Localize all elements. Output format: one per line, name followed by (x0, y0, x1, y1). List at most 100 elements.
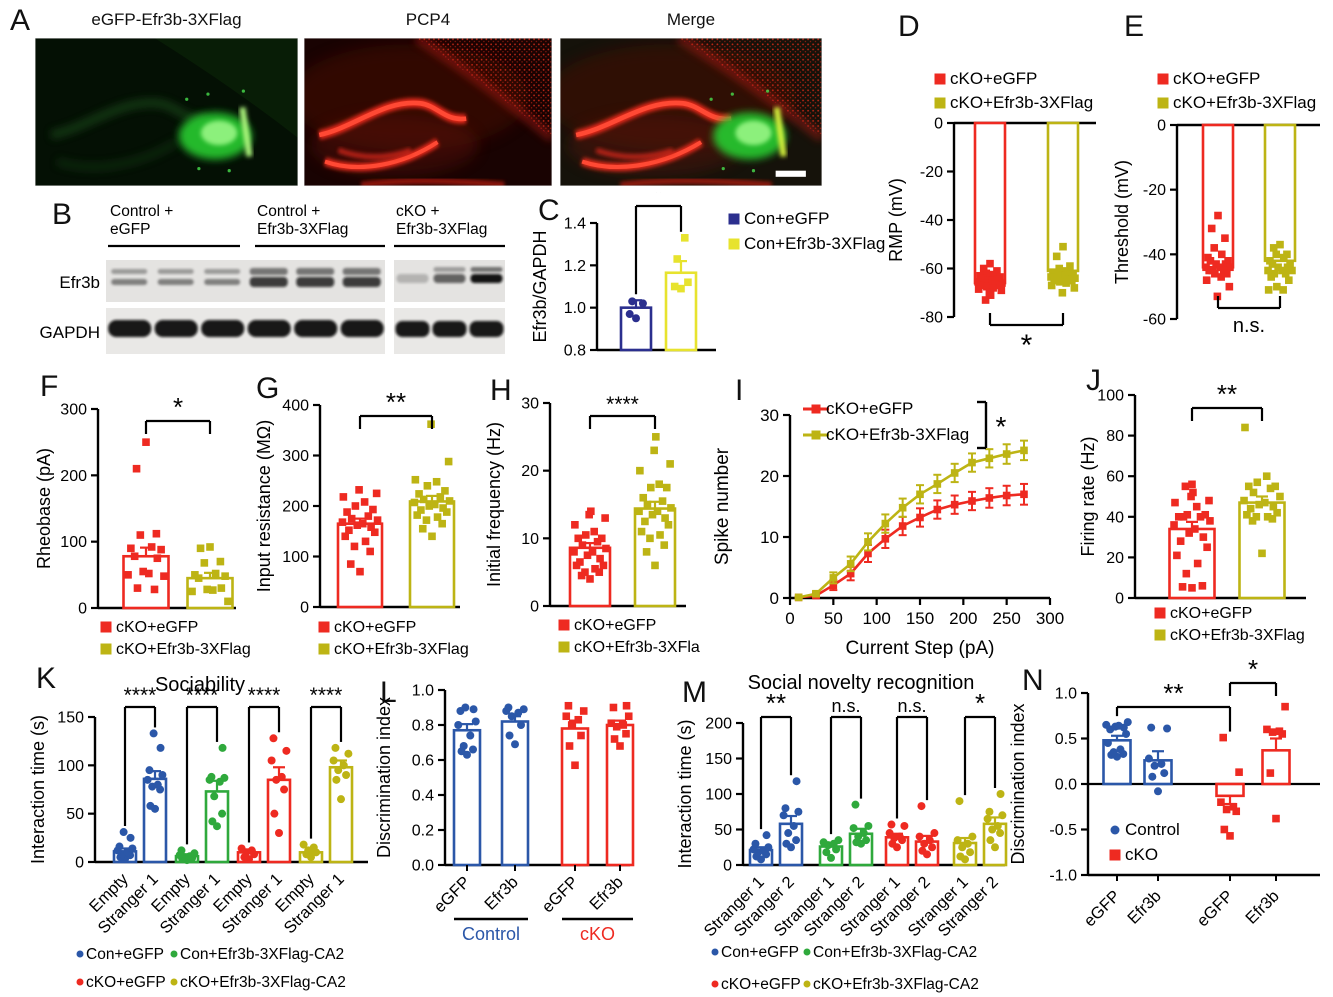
svg-text:150: 150 (906, 609, 934, 628)
svg-text:**: ** (1163, 678, 1183, 708)
svg-text:300: 300 (60, 402, 87, 419)
svg-text:300: 300 (1036, 609, 1064, 628)
svg-text:Control +: Control + (110, 203, 173, 220)
svg-text:200: 200 (282, 499, 309, 516)
svg-text:Control: Control (1125, 820, 1180, 839)
svg-text:-60: -60 (1143, 312, 1166, 329)
svg-text:0: 0 (934, 116, 943, 133)
svg-text:200: 200 (60, 468, 87, 485)
svg-text:100: 100 (862, 609, 890, 628)
svg-text:0: 0 (723, 858, 732, 875)
svg-text:cKO+Efr3b-3XFlag: cKO+Efr3b-3XFlag (1173, 93, 1316, 112)
micro-image-egfp (35, 38, 298, 186)
svg-text:-20: -20 (1143, 182, 1166, 199)
svg-text:Control: Control (462, 924, 520, 944)
svg-text:****: **** (606, 393, 639, 416)
svg-text:cKO+eGFP: cKO+eGFP (574, 617, 656, 634)
svg-text:0: 0 (300, 600, 309, 617)
svg-text:0: 0 (785, 609, 794, 628)
svg-text:cKO: cKO (1125, 845, 1158, 864)
svg-text:cKO+Efr3b-3XFlag: cKO+Efr3b-3XFlag (116, 641, 251, 658)
svg-text:****: **** (310, 684, 343, 707)
svg-text:cKO+eGFP: cKO+eGFP (116, 619, 198, 636)
svg-text:Current Step (pA): Current Step (pA) (846, 638, 995, 659)
svg-text:1.2: 1.2 (564, 258, 586, 275)
svg-text:RMP (mV): RMP (mV) (886, 178, 906, 262)
svg-text:1.0: 1.0 (1055, 686, 1077, 703)
svg-text:0: 0 (1157, 118, 1166, 135)
svg-text:n.s.: n.s. (1233, 315, 1265, 337)
svg-text:Efr3b: Efr3b (1124, 887, 1165, 928)
svg-text:150: 150 (705, 751, 732, 768)
svg-text:0: 0 (770, 589, 779, 608)
svg-text:100: 100 (705, 787, 732, 804)
svg-text:**: ** (766, 688, 786, 718)
svg-text:cKO+Efr3b-3XFlag: cKO+Efr3b-3XFlag (574, 639, 700, 656)
svg-text:Con+eGFP: Con+eGFP (721, 944, 799, 961)
svg-text:1.0: 1.0 (564, 300, 586, 317)
svg-text:10: 10 (760, 528, 779, 547)
chart-threshold: 0 -20 -40 -60 Threshold (mV) n.s. cKO+eGFP cKO+… (1112, 69, 1320, 337)
svg-text:20: 20 (521, 463, 539, 480)
svg-text:eGFP: eGFP (539, 873, 582, 916)
svg-text:cKO+Efr3b-3XFlag: cKO+Efr3b-3XFlag (950, 93, 1093, 112)
svg-text:Con+Efr3b-3XFlag-CA2: Con+Efr3b-3XFlag-CA2 (813, 944, 977, 961)
svg-text:n.s.: n.s. (831, 696, 860, 716)
svg-text:-60: -60 (920, 261, 943, 278)
svg-text:eGFP: eGFP (1194, 887, 1237, 930)
svg-text:Con+eGFP: Con+eGFP (744, 209, 830, 228)
svg-text:-20: -20 (920, 164, 943, 181)
svg-text:100: 100 (57, 758, 84, 775)
svg-text:Con+Efr3b-3XFlag-CA2: Con+Efr3b-3XFlag-CA2 (180, 946, 344, 963)
svg-text:Discrimination index: Discrimination index (1008, 703, 1028, 864)
svg-text:-1.0: -1.0 (1049, 868, 1077, 885)
svg-text:Discrimination index: Discrimination index (374, 697, 394, 858)
svg-text:-0.5: -0.5 (1049, 822, 1077, 839)
svg-text:150: 150 (57, 710, 84, 727)
svg-text:0.8: 0.8 (412, 718, 434, 735)
svg-text:300: 300 (282, 448, 309, 465)
svg-text:Efr3b-3XFlag: Efr3b-3XFlag (257, 221, 348, 238)
svg-text:Initial frequency (Hz): Initial frequency (Hz) (484, 422, 504, 587)
svg-text:1.0: 1.0 (412, 683, 434, 700)
svg-text:0.2: 0.2 (412, 823, 434, 840)
svg-text:Con+Efr3b-3XFlag: Con+Efr3b-3XFlag (744, 234, 885, 253)
panel-letter-e: E (1124, 10, 1145, 43)
chart-initial-frequency: 0 10 20 30 Initial frequency (Hz) **** cKO+eGF… (484, 393, 700, 656)
svg-text:Efr3b: Efr3b (586, 873, 627, 914)
svg-text:200: 200 (705, 716, 732, 733)
svg-text:Threshold (mV): Threshold (mV) (1112, 160, 1132, 284)
svg-text:400: 400 (282, 398, 309, 415)
chart-discrimination-sociability: 0.0 0.2 0.4 0.6 0.8 1.0 Discrimination index eG… (374, 683, 635, 944)
svg-text:cKO+Efr3b-3XFlag: cKO+Efr3b-3XFlag (1170, 627, 1305, 644)
svg-text:100: 100 (1097, 388, 1124, 405)
panel-letter-a: A (10, 4, 31, 37)
svg-text:Interaction time (s): Interaction time (s) (675, 719, 695, 868)
svg-text:*: * (1021, 329, 1033, 362)
svg-text:100: 100 (60, 534, 87, 551)
svg-text:eGFP: eGFP (1081, 887, 1124, 930)
chart-rmp: 0 -20 -40 -60 -80 RMP (mV) * cKO+eGFP cKO+Efr3b-… (886, 69, 1096, 362)
chart-rheobase: 0 100 200 300 Rheobase (pA) * cKO+eGFP cKO+Efr3… (34, 392, 251, 658)
svg-text:**: ** (386, 387, 406, 417)
svg-text:cKO +: cKO + (396, 203, 440, 220)
svg-text:0: 0 (78, 601, 87, 618)
svg-text:*: * (1248, 655, 1258, 684)
svg-text:0: 0 (75, 855, 84, 872)
panel-letter-k: K (36, 662, 57, 695)
svg-text:250: 250 (992, 609, 1020, 628)
svg-text:Rheobase (pA): Rheobase (pA) (34, 448, 54, 569)
svg-text:n.s.: n.s. (897, 696, 926, 716)
svg-text:Spike number: Spike number (712, 447, 733, 565)
svg-text:80: 80 (1106, 428, 1124, 445)
panel-letter-m: M (682, 676, 707, 709)
svg-text:cKO+Efr3b-3XFlag-CA2: cKO+Efr3b-3XFlag-CA2 (813, 976, 979, 993)
chart-firing-rate: 0 20 40 60 80 100 Firing rate (Hz) ** cKO+eGFP cK… (1078, 379, 1306, 644)
svg-text:eGFP: eGFP (110, 221, 150, 238)
panel-letter-c: C (538, 194, 560, 227)
svg-text:Con+eGFP: Con+eGFP (86, 946, 164, 963)
svg-text:Efr3b-3XFlag: Efr3b-3XFlag (396, 221, 487, 238)
